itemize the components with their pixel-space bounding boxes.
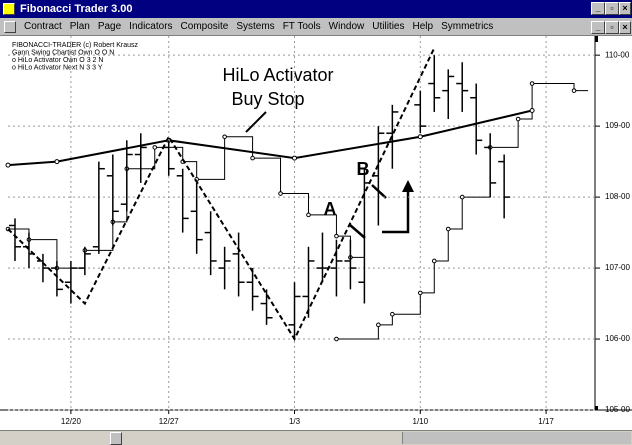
close-button[interactable]: × [619,2,631,15]
hilo-next-line [336,83,589,340]
menu-item[interactable]: Page [97,21,122,32]
scroll-thumb[interactable] [110,432,122,445]
y-tick-label: 109-00 [605,121,630,130]
menu-item[interactable]: Plan [69,21,90,32]
menu-item[interactable]: Utilities [372,21,405,32]
x-tick-label: 1/3 [289,417,301,426]
menu-item[interactable]: Help [412,21,434,32]
maximize-button[interactable]: ▫ [605,2,619,15]
legend-text: FIBONACCI-TRADER (c) Robert Krausz [12,42,139,49]
y-tick-label: 108-00 [605,192,630,201]
title-bar: Fibonacci Trader 3.00 _ ▫ × [0,0,632,18]
status-pane [402,432,631,444]
step-vertex [431,258,437,264]
window-title: Fibonacci Trader 3.00 [20,3,133,15]
arrow-head [402,180,414,192]
y-tick-label: 110-00 [605,50,630,59]
menu-item[interactable]: Indicators [129,21,173,32]
vertex [417,134,423,140]
doc-restore[interactable]: ▫ [605,21,619,34]
y-tick-label: 105-00 [605,405,630,414]
menu-item[interactable]: Symmetrics [441,21,494,32]
menu-item[interactable]: FT Tools [282,21,321,32]
menu-bar: _ ▫ × Contract Plan Page Indicators Composit… [0,18,632,36]
vertex [5,162,11,168]
step-vertex [152,145,158,150]
step-vertex [222,134,227,140]
menu-item[interactable]: Composite [180,21,229,32]
minimize-button[interactable]: _ [591,2,605,15]
annotation-text: HiLo Activator [222,65,333,85]
y-tick-label: 107-00 [605,263,630,272]
doc-icon[interactable] [4,21,16,33]
scrollbar[interactable] [0,430,632,445]
step-vertex [571,88,577,93]
legend-text: Gann Swing Chartist Own O O N [12,49,114,56]
annotation-label: B [357,159,370,179]
step-vertex [529,81,535,86]
step-vertex [515,116,521,122]
vertex [529,108,535,114]
x-tick-label: 1/10 [413,417,429,426]
step-vertex [417,290,423,296]
trend-line [7,109,533,167]
step-vertex [334,336,339,342]
menu-item[interactable]: Contract [24,21,62,32]
doc-minimize[interactable]: _ [591,21,605,34]
step-vertex [459,194,465,200]
doc-close[interactable]: × [619,21,631,34]
x-tick-label: 1/17 [538,417,554,426]
chart-background [0,36,632,430]
step-vertex [376,322,381,328]
axis-marker [595,406,598,410]
x-tick-label: 12/20 [61,417,82,426]
vertex [292,155,298,161]
y-tick-label: 106-00 [605,334,630,343]
annotation-pointer [245,111,267,133]
axis-marker [595,36,598,42]
x-tick-label: 12/27 [159,417,180,426]
legend-text: o HiLo Activator Own O 3 2 N [12,57,103,64]
annotation-label: A [324,199,337,219]
legend-text: o HiLo Activator Next N 3 3 Y [12,64,103,71]
annotation-arrow [382,186,410,234]
step-vertex [250,155,255,161]
annotation-text: Buy Stop [231,89,304,109]
vertex [54,159,60,165]
annotation-pointer [349,224,366,239]
chart: HiLo Activator Buy Stop A B FIBONACCI-TR… [0,36,632,430]
app-icon [3,3,15,15]
step-vertex [306,212,311,218]
menu-item[interactable]: Window [328,21,365,32]
step-vertex [334,233,339,239]
menu-item[interactable]: Systems [236,21,275,32]
step-vertex [390,311,395,317]
step-vertex [278,191,283,196]
step-vertex [445,226,451,232]
